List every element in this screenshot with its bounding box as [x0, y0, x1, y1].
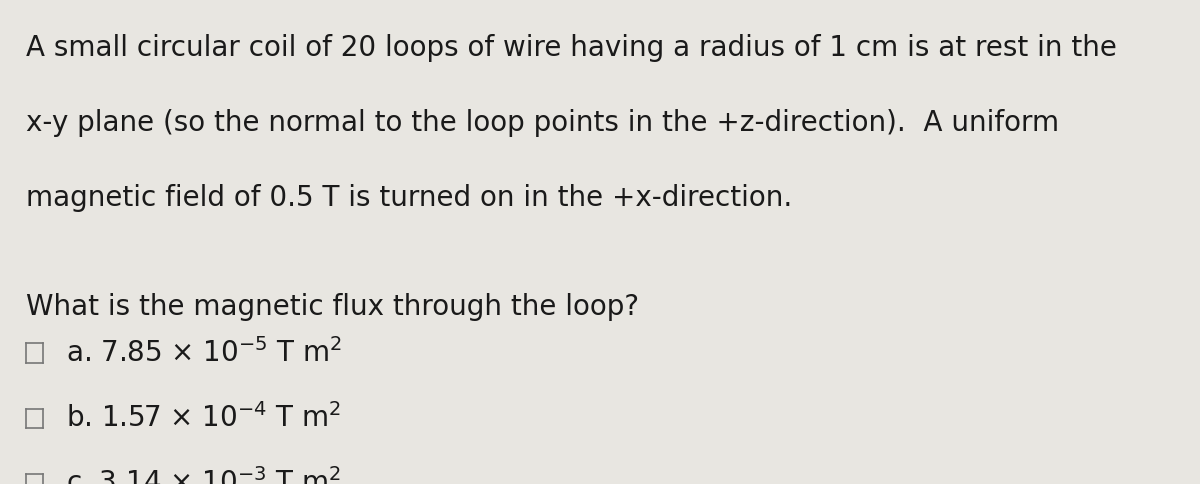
Text: magnetic field of 0.5 T is turned on in the +x-direction.: magnetic field of 0.5 T is turned on in … [26, 184, 793, 212]
Text: c. 3.14 × 10$^{-3}$ T m$^{2}$: c. 3.14 × 10$^{-3}$ T m$^{2}$ [66, 468, 341, 484]
Text: a. 7.85 × 10$^{-5}$ T m$^{2}$: a. 7.85 × 10$^{-5}$ T m$^{2}$ [66, 337, 342, 367]
Text: A small circular coil of 20 loops of wire having a radius of 1 cm is at rest in : A small circular coil of 20 loops of wir… [26, 34, 1117, 62]
Text: b. 1.57 × 10$^{-4}$ T m$^{2}$: b. 1.57 × 10$^{-4}$ T m$^{2}$ [66, 402, 341, 432]
Text: x-y plane (so the normal to the loop points in the +z-direction).  A uniform: x-y plane (so the normal to the loop poi… [26, 109, 1060, 137]
Text: What is the magnetic flux through the loop?: What is the magnetic flux through the lo… [26, 293, 640, 321]
